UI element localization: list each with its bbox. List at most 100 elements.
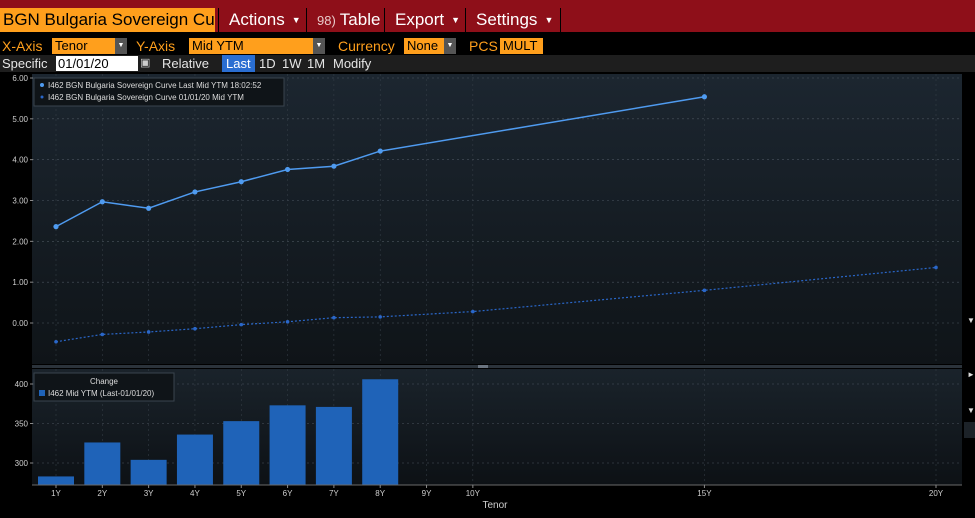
legend-entry-base: I462 BGN Bulgaria Sovereign Curve 01/01/…: [48, 93, 244, 102]
data-point-last: [377, 148, 383, 154]
title-bar-fill: [560, 8, 975, 32]
pcs-label: PCS: [469, 38, 498, 54]
data-point-base: [193, 326, 197, 331]
change-legend-title: Change: [90, 377, 119, 386]
data-point-last: [192, 189, 198, 195]
last-button[interactable]: Last: [222, 55, 255, 72]
relative-label: Relative: [162, 56, 209, 71]
specific-label: Specific: [2, 56, 48, 71]
y-axis-dropdown-icon[interactable]: ▼: [313, 38, 325, 54]
1w-button[interactable]: 1W: [282, 56, 302, 71]
divider-handle[interactable]: [478, 365, 488, 368]
y-tick-label: 400: [15, 380, 29, 389]
x-tick-label: 6Y: [283, 489, 293, 498]
dropdown-arrow-icon: ▼: [291, 15, 301, 25]
scrollbar-thumb[interactable]: [964, 422, 975, 438]
change-bar: [38, 476, 74, 485]
data-point-base: [332, 315, 336, 320]
scroll-right-icon[interactable]: ►: [967, 370, 975, 379]
1m-button[interactable]: 1M: [307, 56, 326, 71]
axis-selector-row: X-Axis Tenor ▼ Y-Axis Mid YTM ▼ Currency…: [0, 36, 975, 56]
legend-entry-last: I462 BGN Bulgaria Sovereign Curve Last M…: [48, 81, 262, 90]
x-axis-title: Tenor: [482, 500, 508, 511]
currency-dropdown-icon[interactable]: ▼: [444, 38, 456, 54]
specific-date-input[interactable]: 01/01/20: [56, 56, 138, 71]
lower-legend: Change I462 Mid YTM (Last-01/01/20): [33, 372, 175, 402]
date-selector-row: Specific 01/01/20 ▣ Relative Last 1D 1W …: [0, 55, 975, 72]
x-tick-label: 10Y: [466, 489, 481, 498]
yield-curve-chart: 6.00 5.00 4.00 3.00 2.00 1.00 0.00 I462 BGN Bu…: [12, 74, 975, 511]
export-menu[interactable]: Export ▼: [384, 8, 465, 32]
data-point-last: [53, 224, 59, 230]
currency-select[interactable]: None: [404, 38, 444, 54]
x-axis-select[interactable]: Tenor: [52, 38, 115, 54]
title-bar: BGN Bulgaria Sovereign Cu Actions ▼ 98) Ta…: [0, 0, 975, 32]
data-point-last: [238, 179, 244, 185]
y-tick-label: 2.00: [12, 237, 28, 246]
data-point-last: [331, 163, 337, 169]
scroll-down-icon[interactable]: ▼: [967, 406, 975, 415]
change-bar: [223, 421, 260, 485]
x-tick-label: 8Y: [375, 489, 385, 498]
change-bar: [84, 442, 121, 485]
change-bar: [315, 406, 352, 485]
y-tick-label: 6.00: [12, 74, 28, 83]
data-point-base: [146, 330, 151, 334]
calendar-icon[interactable]: ▣: [140, 57, 151, 69]
x-tick-label: 2Y: [97, 489, 107, 498]
table-button[interactable]: 98) Table: [306, 8, 384, 32]
x-tick-label: 9Y: [422, 489, 432, 498]
data-point-last: [99, 199, 105, 205]
panel-divider[interactable]: [32, 365, 962, 368]
y-tick-label: 350: [15, 420, 29, 429]
data-point-base: [378, 315, 383, 319]
change-bar: [130, 459, 167, 485]
data-point-base: [285, 319, 290, 324]
upper-legend: I462 BGN Bulgaria Sovereign Curve Last M…: [33, 77, 285, 107]
data-point-base: [100, 332, 105, 337]
y-tick-label: 5.00: [12, 115, 28, 124]
x-tick-label: 3Y: [144, 489, 154, 498]
x-axis-label: X-Axis: [2, 38, 43, 54]
x-tick-label: 15Y: [697, 489, 712, 498]
table-shortcut-number: 98): [317, 13, 336, 28]
y-tick-label: 3.00: [12, 197, 28, 206]
y-axis-select[interactable]: Mid YTM: [189, 38, 313, 54]
chart-area: 6.00 5.00 4.00 3.00 2.00 1.00 0.00 I462 BGN Bu…: [0, 72, 975, 513]
data-point-last: [284, 166, 291, 173]
dropdown-arrow-icon: ▼: [451, 15, 461, 25]
actions-menu[interactable]: Actions ▼: [218, 8, 306, 32]
settings-menu-label: Settings: [476, 10, 538, 29]
settings-menu[interactable]: Settings ▼: [465, 8, 560, 32]
data-point-last: [146, 205, 152, 211]
modify-button[interactable]: Modify: [333, 56, 372, 71]
y-tick-label: 0.00: [12, 319, 28, 328]
data-point-base: [471, 309, 475, 314]
scroll-down-icon[interactable]: ▼: [967, 316, 975, 325]
data-point-last: [701, 94, 708, 100]
table-button-label: Table: [339, 10, 381, 29]
data-point-base: [702, 288, 707, 293]
1d-button[interactable]: 1D: [259, 56, 276, 71]
y-tick-label: 300: [15, 459, 29, 468]
x-tick-label: 7Y: [329, 489, 339, 498]
y-tick-label: 4.00: [12, 156, 28, 165]
currency-label: Currency: [338, 38, 395, 54]
actions-menu-label: Actions: [229, 10, 285, 29]
data-point-base: [54, 339, 58, 344]
window-title: BGN Bulgaria Sovereign Cu: [0, 8, 215, 32]
x-tick-label: 1Y: [51, 489, 61, 498]
change-bar: [362, 379, 399, 485]
change-bar: [176, 434, 213, 485]
y-tick-label: 1.00: [12, 278, 28, 287]
change-legend-entry: I462 Mid YTM (Last-01/01/20): [48, 389, 154, 398]
x-axis-dropdown-icon[interactable]: ▼: [115, 38, 127, 54]
pcs-field[interactable]: MULT: [500, 38, 543, 54]
export-menu-label: Export: [395, 10, 445, 29]
x-tick-label: 4Y: [190, 489, 200, 498]
y-axis-label: Y-Axis: [136, 38, 176, 54]
x-tick-label: 5Y: [236, 489, 246, 498]
data-point-base: [239, 322, 244, 327]
data-point-base: [934, 265, 938, 270]
x-tick-label: 20Y: [929, 489, 944, 498]
